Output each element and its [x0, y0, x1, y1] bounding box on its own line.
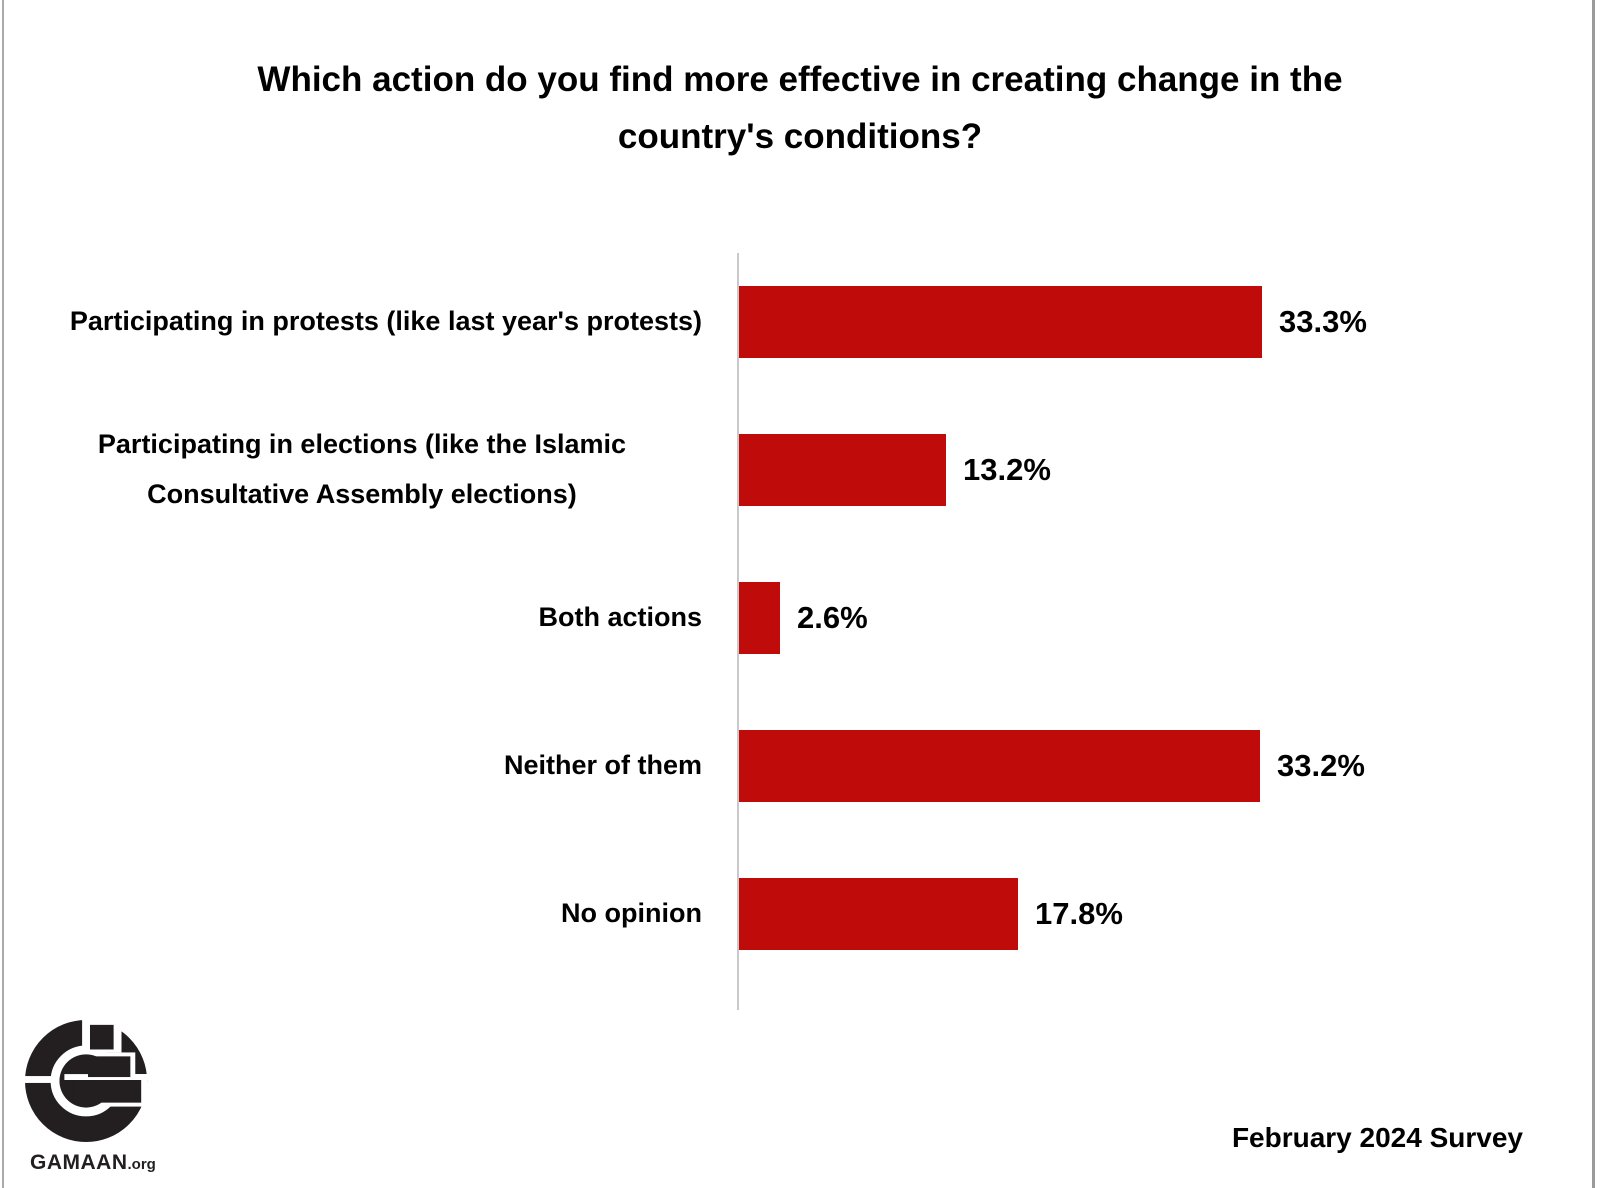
category-label: Participating in elections (like the Isl… [97, 429, 627, 509]
chart-title-area: Which action do you find more effective … [0, 52, 1600, 165]
chart-row: Neither of them 33.2% [0, 692, 1600, 840]
category-label-cell: Participating in elections (like the Isl… [0, 420, 702, 520]
bar-elections [739, 434, 946, 506]
category-label-cell: No opinion [0, 889, 702, 939]
chart-row: Participating in protests (like last yea… [0, 248, 1600, 396]
bar-both-actions [739, 582, 780, 654]
category-label-cell: Both actions [0, 593, 702, 643]
category-label-cell: Participating in protests (like last yea… [0, 297, 702, 347]
category-label: Both actions [538, 602, 702, 633]
chart-row: No opinion 17.8% [0, 840, 1600, 988]
gamaan-logo: GAMAAN.org [23, 1016, 165, 1175]
bar-track: 13.2% [739, 434, 1600, 506]
category-label: No opinion [561, 898, 702, 929]
category-label: Participating in protests (like last yea… [69, 306, 702, 337]
gamaan-logo-text: GAMAAN.org [30, 1151, 165, 1175]
value-label: 33.2% [1277, 748, 1365, 783]
value-label: 13.2% [963, 452, 1051, 487]
chart-row: Participating in elections (like the Isl… [0, 396, 1600, 544]
value-label: 17.8% [1035, 896, 1123, 931]
bar-chart: Participating in protests (like last yea… [0, 248, 1600, 988]
chart-title: Which action do you find more effective … [257, 60, 1343, 156]
bar-track: 33.3% [739, 286, 1600, 358]
bar-track: 2.6% [739, 582, 1600, 654]
category-label: Neither of them [503, 750, 702, 781]
category-label-cell: Neither of them [0, 741, 702, 791]
value-label: 2.6% [797, 600, 868, 635]
bar-neither [739, 730, 1260, 802]
bar-no-opinion [739, 878, 1018, 950]
right-border-line [1592, 0, 1595, 1188]
bar-protests [739, 286, 1262, 358]
gamaan-logo-icon [23, 1019, 148, 1143]
bar-track: 33.2% [739, 730, 1600, 802]
left-border-line [2, 0, 4, 1188]
logo-suffix: .org [127, 1156, 156, 1173]
y-axis-line [737, 253, 739, 1010]
logo-name: GAMAAN [30, 1151, 128, 1174]
value-label: 33.3% [1279, 304, 1367, 339]
bar-track: 17.8% [739, 878, 1600, 950]
survey-date-note: February 2024 Survey [1231, 1122, 1523, 1153]
chart-row: Both actions 2.6% [0, 544, 1600, 692]
